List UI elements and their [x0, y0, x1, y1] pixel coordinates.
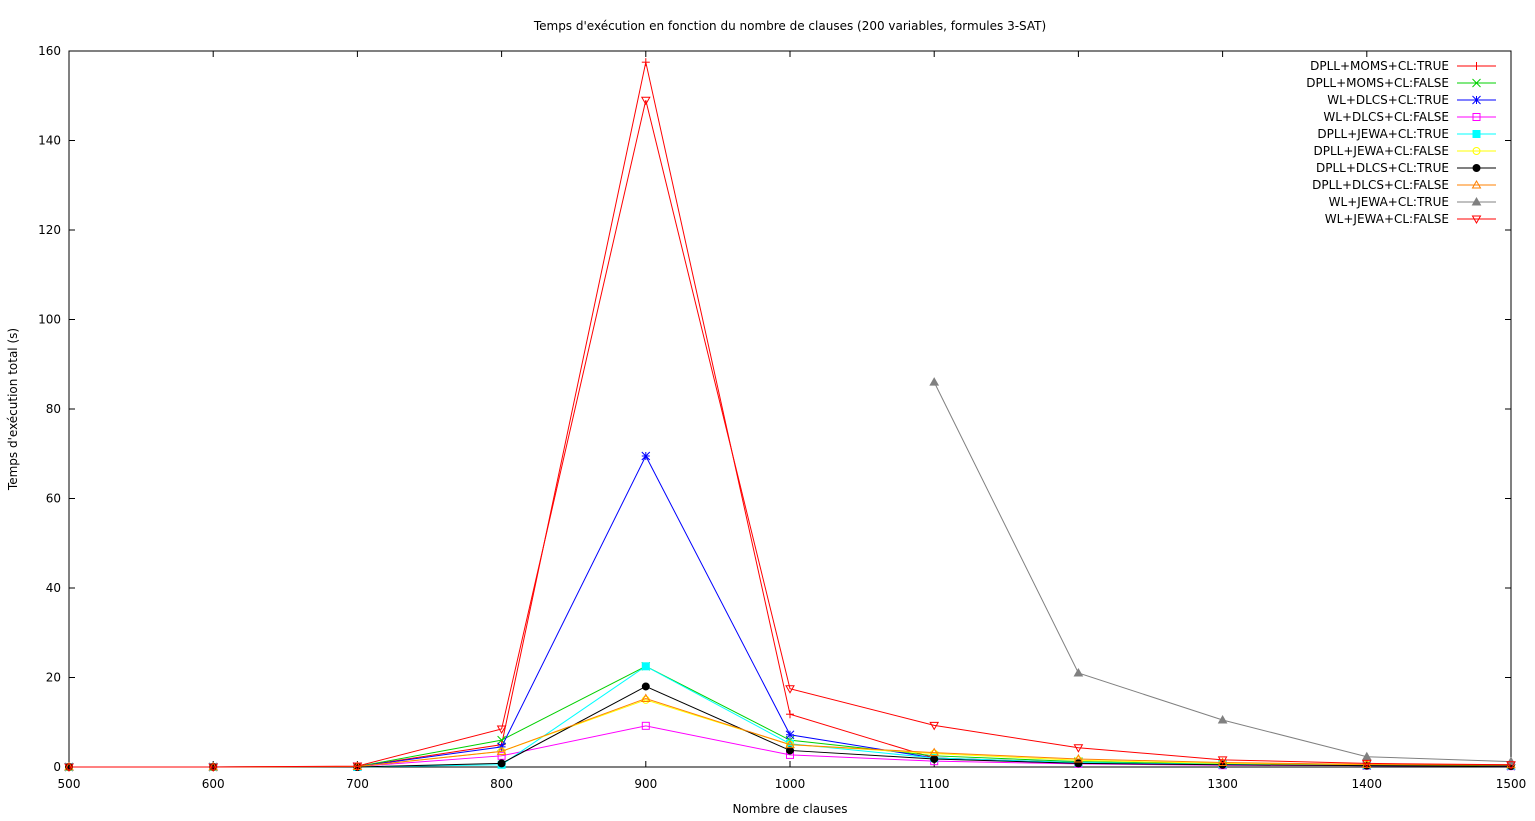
x-tick-label: 1100 — [919, 777, 950, 791]
series-line — [933, 381, 1512, 763]
marker-triangle-down — [640, 96, 651, 106]
y-axis-title: Temps d'exécution total (s) — [6, 328, 20, 491]
x-tick-label: 1300 — [1207, 777, 1238, 791]
y-tick-label: 40 — [46, 581, 61, 595]
marker-triangle — [1073, 753, 1084, 763]
legend-item: DPLL+DLCS+CL:FALSE — [1312, 178, 1496, 192]
legend-label: DPLL+DLCS+CL:TRUE — [1316, 161, 1449, 175]
marker-triangle — [1361, 751, 1372, 761]
legend-item: WL+JEWA+CL:TRUE — [1329, 195, 1496, 209]
legend: DPLL+MOMS+CL:TRUE DPLL+MOMS+CL:FALSE WL+DL… — [1306, 59, 1496, 226]
legend-label: DPLL+MOMS+CL:TRUE — [1310, 59, 1449, 73]
y-tick-label: 80 — [46, 402, 61, 416]
y-tick-label: 100 — [38, 313, 61, 327]
legend-item: DPLL+DLCS+CL:TRUE — [1316, 161, 1496, 175]
marker-triangle-down — [1506, 761, 1516, 770]
marker-triangle — [929, 377, 940, 386]
x-tick-label: 900 — [634, 777, 657, 791]
marker-star — [641, 451, 651, 461]
y-tick-label: 120 — [38, 223, 61, 237]
marker-triangle — [929, 747, 940, 757]
x-tick-label: 600 — [202, 777, 225, 791]
y-tick-label: 60 — [46, 492, 61, 506]
x-tick-label: 1400 — [1352, 777, 1383, 791]
marker-square — [497, 751, 506, 760]
marker-circle — [1472, 147, 1481, 155]
series-line — [69, 62, 1512, 768]
marker-triangle-down — [1361, 759, 1372, 769]
marker-circle — [786, 746, 794, 755]
x-tick-label: 1200 — [1063, 777, 1094, 791]
axes: 500 600 700 800 900 1000 1100 1200 1300 1400 1500 0… — [38, 44, 1526, 791]
marker-cross — [497, 735, 506, 745]
marker-square — [1472, 113, 1481, 121]
x-tick-label: 1500 — [1496, 777, 1527, 791]
marker-triangle-down — [352, 762, 363, 772]
marker-circle — [1074, 759, 1083, 768]
marker-triangle-down — [208, 763, 219, 773]
x-tick-label: 1000 — [775, 777, 806, 791]
marker-triangle — [1471, 179, 1482, 189]
marker-triangle-down — [929, 721, 940, 731]
marker-triangle — [1217, 715, 1228, 724]
y-tick-label: 140 — [38, 134, 61, 148]
legend-item: WL+DLCS+CL:TRUE — [1327, 93, 1496, 107]
series-2 — [64, 451, 1516, 772]
marker-triangle — [496, 746, 507, 755]
legend-label: WL+DLCS+CL:FALSE — [1323, 110, 1449, 124]
marker-star — [785, 730, 795, 740]
legend-label: DPLL+JEWA+CL:TRUE — [1317, 127, 1449, 141]
series-group — [64, 58, 1516, 773]
chart-title: Temps d'exécution en fonction du nombre … — [533, 19, 1046, 33]
marker-square — [641, 662, 650, 671]
x-tick-label: 700 — [346, 777, 369, 791]
legend-item: DPLL+JEWA+CL:TRUE — [1317, 127, 1496, 141]
marker-circle — [641, 682, 650, 691]
marker-triangle — [1073, 668, 1084, 677]
legend-item: DPLL+MOMS+CL:TRUE — [1310, 59, 1496, 73]
marker-circle — [930, 754, 939, 763]
marker-triangle — [1471, 196, 1482, 206]
y-tick-label: 20 — [46, 671, 61, 685]
legend-label: DPLL+JEWA+CL:FALSE — [1314, 144, 1450, 158]
legend-item: DPLL+JEWA+CL:FALSE — [1314, 144, 1496, 158]
marker-triangle-down — [785, 685, 795, 694]
legend-label: DPLL+DLCS+CL:FALSE — [1312, 178, 1449, 192]
legend-item: WL+DLCS+CL:FALSE — [1323, 110, 1496, 124]
legend-label: WL+JEWA+CL:TRUE — [1329, 195, 1449, 209]
x-tick-label: 800 — [490, 777, 513, 791]
marker-triangle-down — [64, 763, 74, 773]
series-0 — [65, 58, 1515, 771]
x-tick-label: 500 — [58, 777, 81, 791]
series-9 — [64, 96, 1516, 773]
plot-border — [68, 50, 1512, 768]
series-6 — [65, 682, 1515, 771]
legend-item: DPLL+MOMS+CL:FALSE — [1306, 76, 1496, 90]
marker-cross — [1472, 78, 1481, 88]
marker-square — [1472, 130, 1481, 138]
marker-circle — [1472, 164, 1481, 172]
marker-triangle — [640, 693, 651, 703]
legend-item: WL+JEWA+CL:FALSE — [1325, 212, 1496, 226]
legend-label: WL+JEWA+CL:FALSE — [1325, 212, 1449, 226]
marker-triangle-down — [1217, 756, 1228, 765]
marker-triangle-down — [1471, 215, 1482, 225]
marker-triangle — [1217, 757, 1228, 767]
marker-triangle-down — [1073, 744, 1084, 753]
series-8 — [929, 377, 1516, 766]
marker-triangle — [785, 739, 795, 749]
legend-label: WL+DLCS+CL:TRUE — [1327, 93, 1449, 107]
marker-star — [1472, 95, 1481, 105]
marker-square — [641, 721, 650, 730]
marker-triangle-down — [496, 725, 507, 734]
marker-circle — [497, 759, 506, 768]
y-tick-label: 160 — [38, 44, 61, 58]
y-tick-label: 0 — [53, 760, 61, 774]
series-line — [69, 454, 1512, 768]
series-line — [69, 100, 1512, 768]
x-axis-title: Nombre de clauses — [732, 802, 847, 816]
legend-label: DPLL+MOMS+CL:FALSE — [1306, 76, 1449, 90]
